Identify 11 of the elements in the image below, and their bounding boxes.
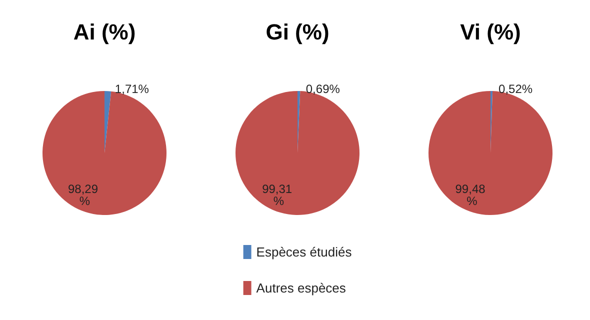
chart-title: Gi (%) (266, 20, 330, 44)
data-label: 99,48 % (455, 182, 489, 208)
data-label: 99,31 % (262, 182, 296, 208)
data-label: 0,69% (306, 82, 340, 96)
legend-label: Espèces étudiés (256, 244, 352, 260)
data-label: 0,52% (498, 82, 533, 96)
legend-label: Autres espèces (256, 280, 346, 296)
data-label: 1,71% (114, 82, 150, 96)
data-label: 98,29 % (68, 182, 102, 208)
chart-title: Vi (%) (460, 20, 521, 44)
chart-title: Ai (%) (73, 20, 136, 44)
